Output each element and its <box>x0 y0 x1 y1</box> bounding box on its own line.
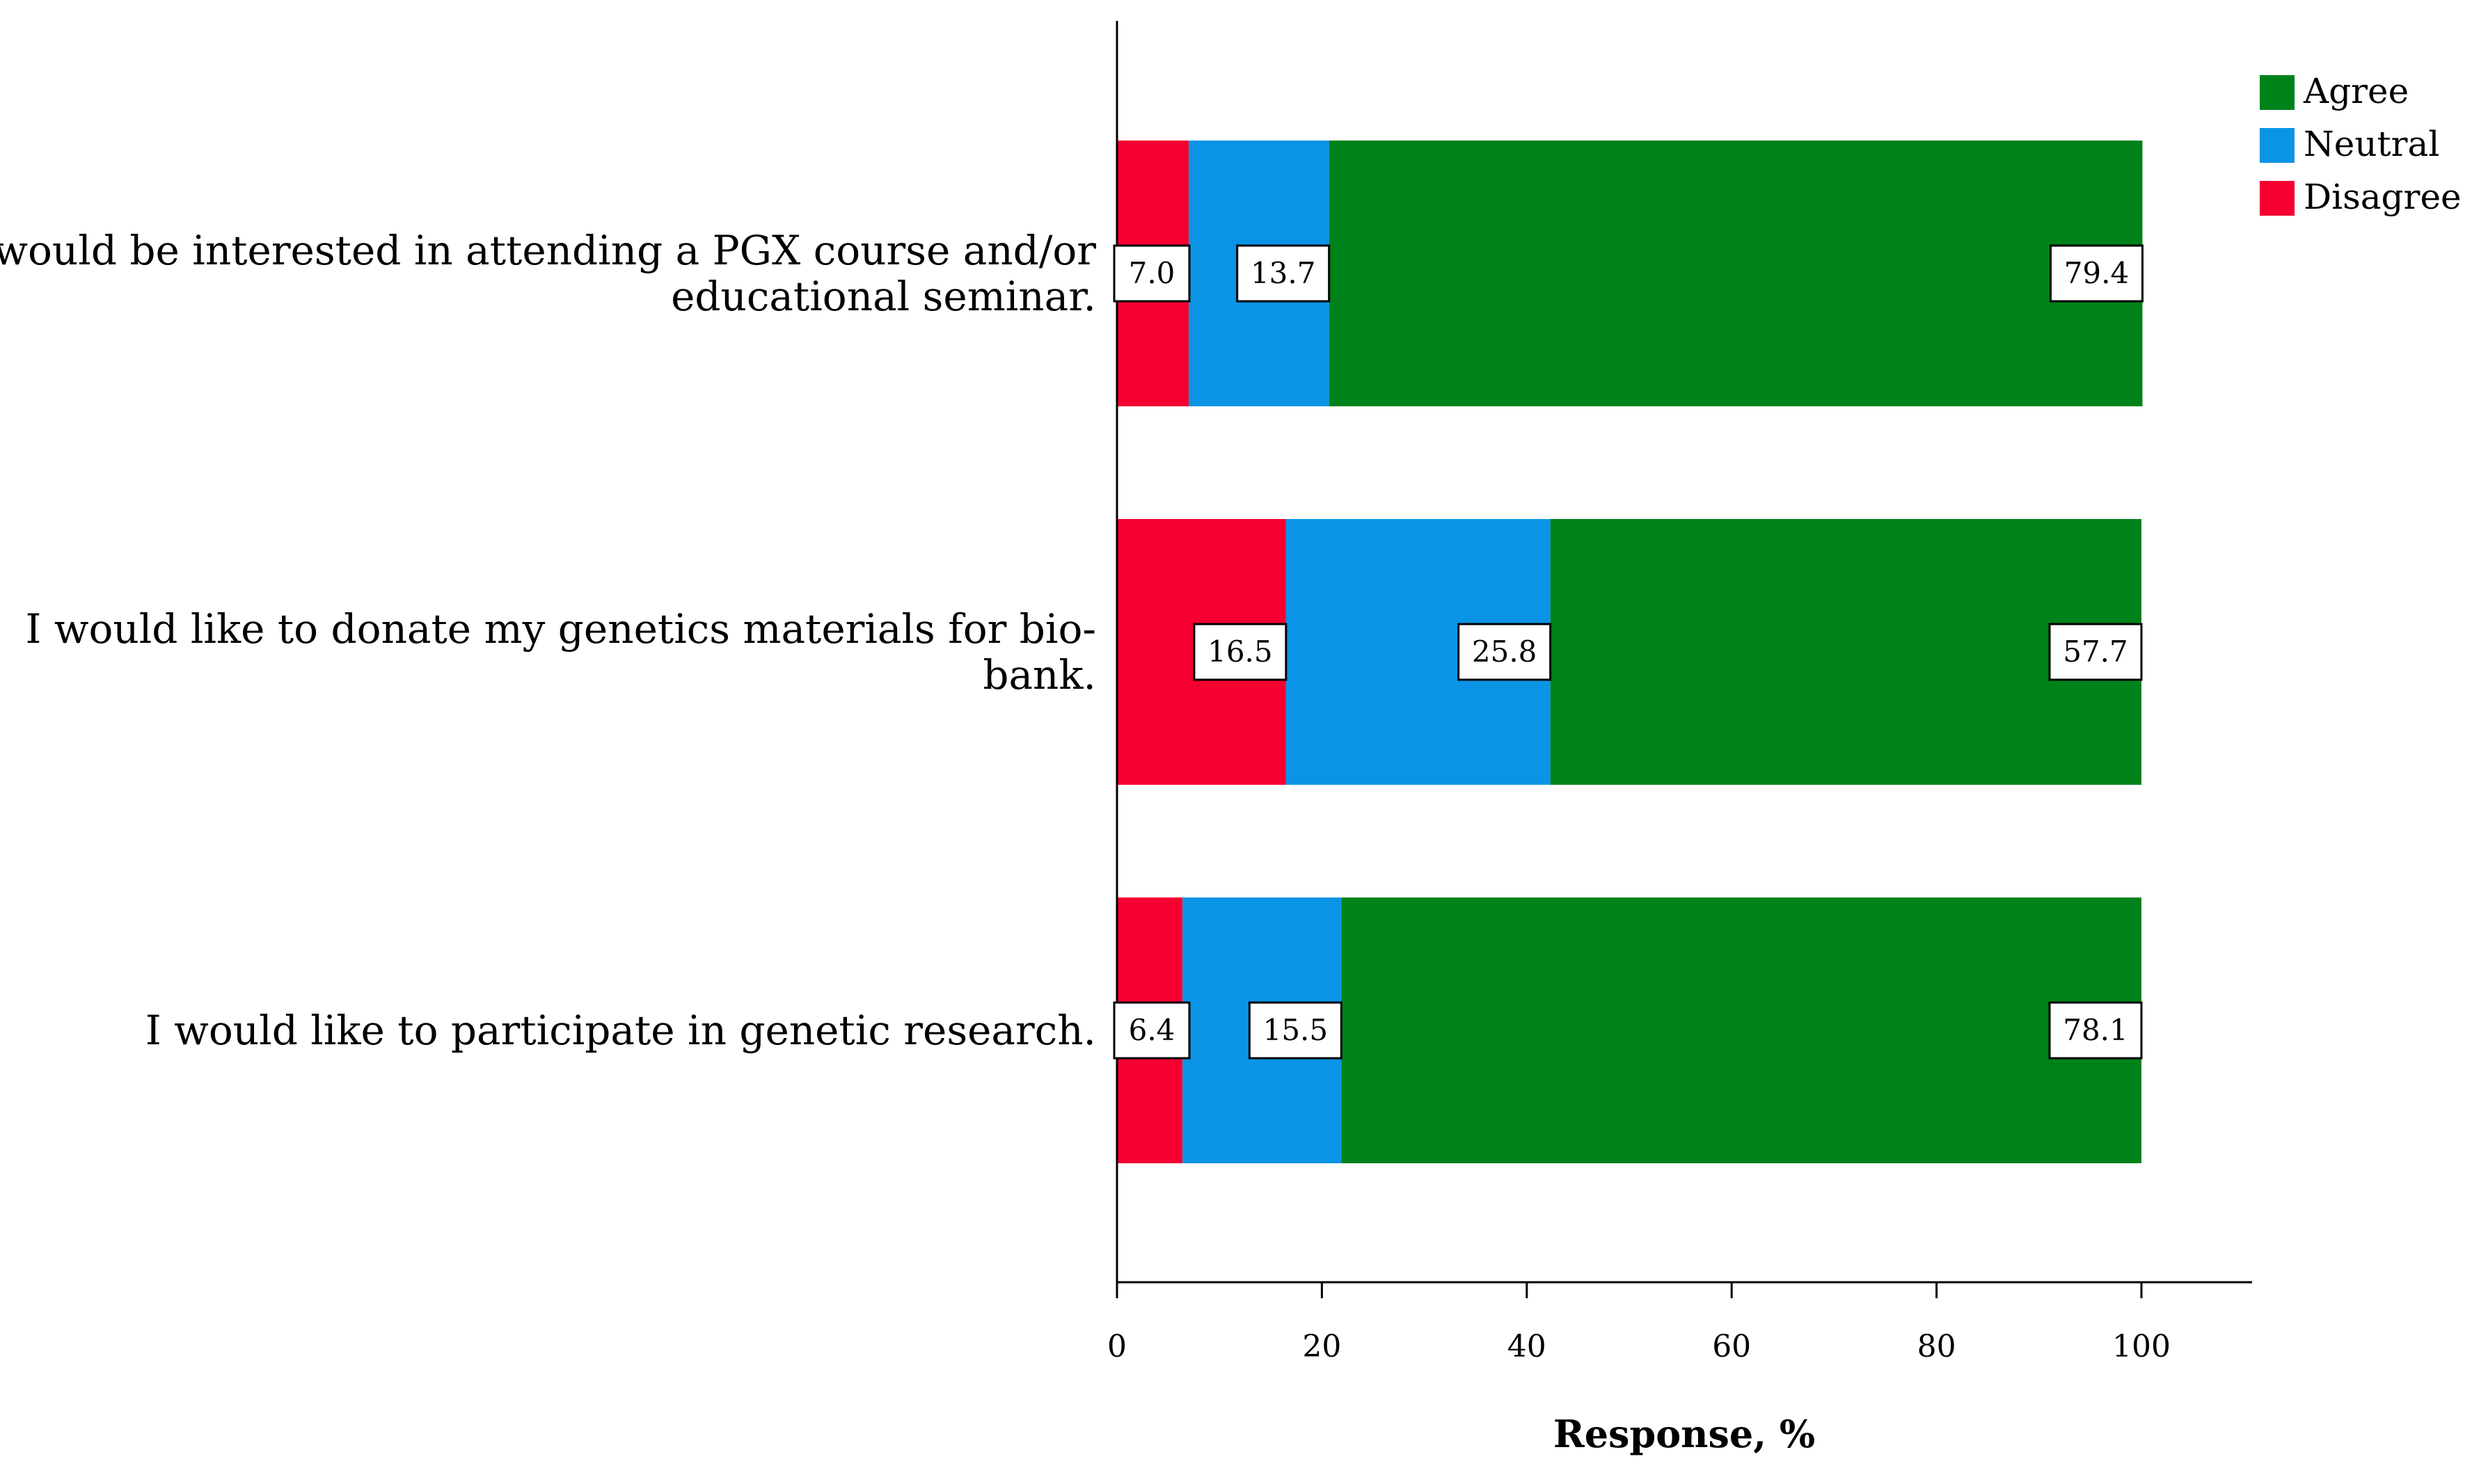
data-label-text: 79.4 <box>2064 256 2130 290</box>
data-label-text: 25.8 <box>1472 635 1537 669</box>
category-label-0: educational seminar. <box>671 273 1096 320</box>
data-label-text: 57.7 <box>2063 635 2128 669</box>
data-label-neutral-1: 25.8 <box>1457 623 1552 681</box>
data-label-text: 16.5 <box>1207 635 1273 669</box>
bar-agree-2 <box>1341 897 2141 1163</box>
data-label-neutral-2: 15.5 <box>1248 1001 1342 1060</box>
category-label-2: I would like to participate in genetic r… <box>145 1007 1096 1054</box>
data-label-box <box>1193 623 1288 681</box>
bars-layer <box>1117 141 2143 1163</box>
bar-agree-1 <box>1550 519 2141 785</box>
data-label-text: 15.5 <box>1263 1013 1329 1047</box>
data-label-box <box>2049 244 2144 303</box>
x-tick-label: 100 <box>2112 1329 2171 1364</box>
category-labels: I would be interested in attending a PGX… <box>0 227 1096 1054</box>
x-axis-title: Response, % <box>1553 1412 1815 1456</box>
data-label-text: 78.1 <box>2063 1013 2128 1047</box>
x-tick-label: 80 <box>1917 1329 1956 1364</box>
data-label-box <box>2048 623 2143 681</box>
legend-swatch <box>2260 75 2295 110</box>
data-label-agree-1: 57.7 <box>2048 623 2143 681</box>
data-label-agree-0: 79.4 <box>2049 244 2144 303</box>
data-labels: 7.0 13.7 79.4 16.5 25.8 57.7 6.4 15.5 78.1 <box>1113 244 2144 1060</box>
legend-item-neutral: Neutral <box>2260 124 2439 164</box>
data-label-box <box>1113 244 1191 303</box>
data-label-disagree-0: 7.0 <box>1113 244 1191 303</box>
legend-swatch <box>2260 181 2295 216</box>
data-label-agree-2: 78.1 <box>2048 1001 2143 1060</box>
bar-agree-0 <box>1329 141 2143 406</box>
data-label-text: 7.0 <box>1129 256 1175 290</box>
data-label-box <box>1113 1001 1191 1060</box>
legend: Agree Neutral Disagree <box>2260 71 2462 217</box>
legend-swatch <box>2260 128 2295 163</box>
legend-label: Disagree <box>2304 177 2462 217</box>
data-label-box <box>1236 244 1331 303</box>
category-label-1: bank. <box>983 651 1096 699</box>
x-tick-label: 20 <box>1302 1329 1341 1364</box>
data-label-text: 6.4 <box>1129 1013 1175 1047</box>
data-label-box <box>1457 623 1552 681</box>
data-label-box <box>2048 1001 2143 1060</box>
category-label-0: I would be interested in attending a PGX… <box>0 227 1096 274</box>
data-label-neutral-0: 13.7 <box>1236 244 1331 303</box>
x-tick-label: 40 <box>1507 1329 1546 1364</box>
legend-item-agree: Agree <box>2260 71 2409 111</box>
data-label-text: 13.7 <box>1251 256 1316 290</box>
data-label-disagree-2: 6.4 <box>1113 1001 1191 1060</box>
axes-layer <box>1116 21 2252 1284</box>
x-ticks: 0 20 40 60 80 100 <box>1107 1282 2171 1364</box>
legend-item-disagree: Disagree <box>2260 177 2462 217</box>
data-label-disagree-1: 16.5 <box>1193 623 1288 681</box>
category-label-1: I would like to donate my genetics mater… <box>25 605 1096 653</box>
data-label-box <box>1248 1001 1342 1060</box>
legend-label: Agree <box>2303 71 2409 111</box>
x-tick-label: 0 <box>1107 1329 1127 1364</box>
x-tick-label: 60 <box>1712 1329 1751 1364</box>
legend-label: Neutral <box>2304 124 2439 164</box>
